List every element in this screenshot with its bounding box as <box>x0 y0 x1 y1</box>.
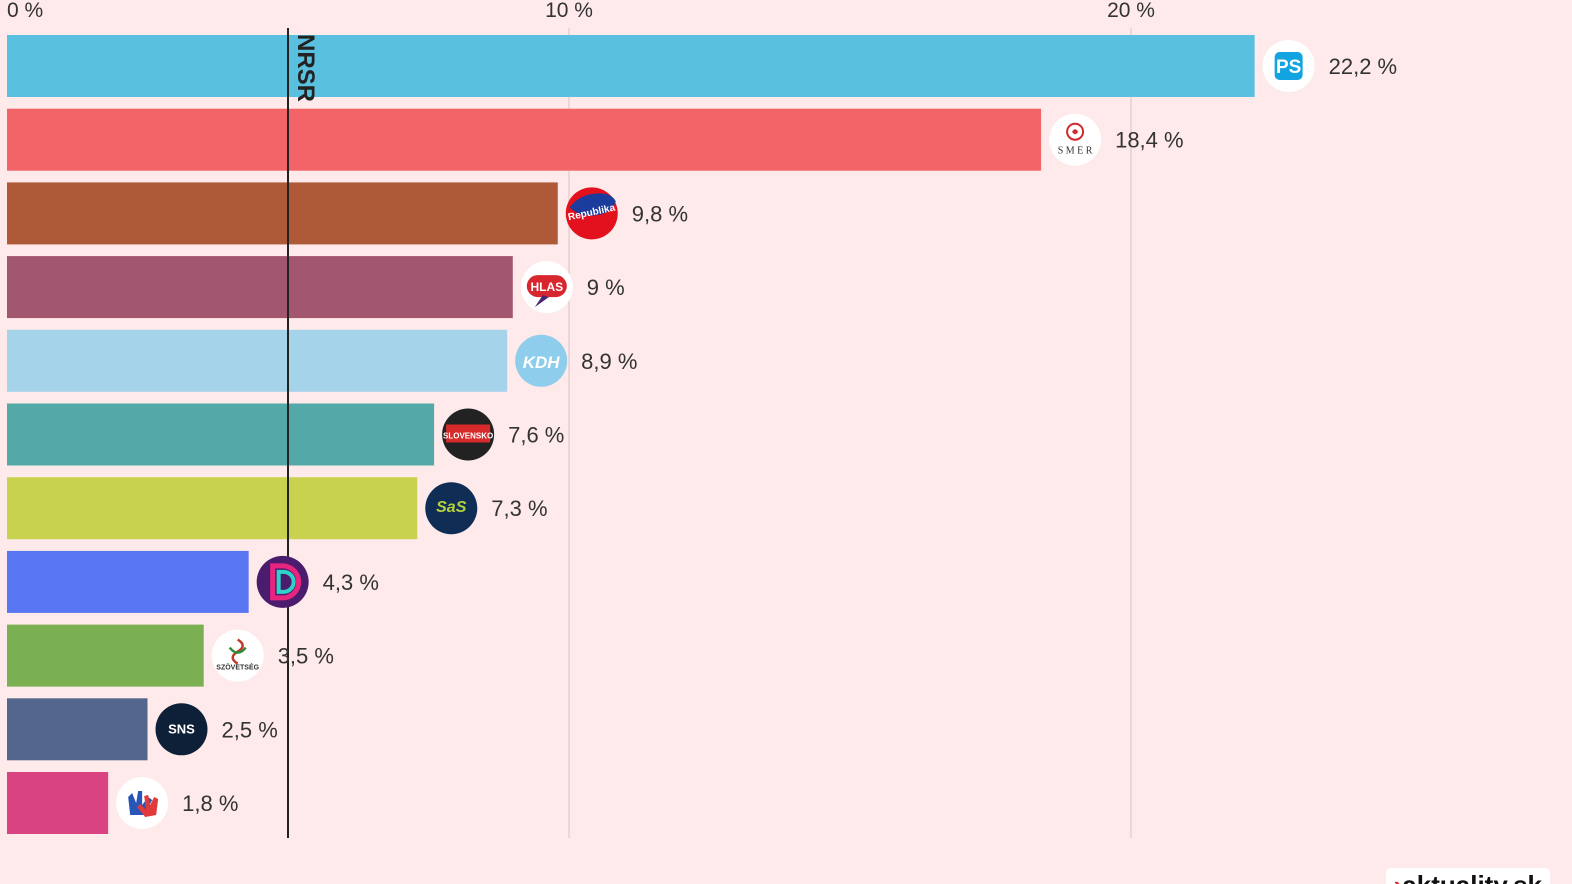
rose-petal <box>1072 129 1079 135</box>
logo-circle <box>515 334 568 387</box>
demokrati-logo-icon <box>256 555 309 608</box>
bar-szovetseg <box>7 624 204 687</box>
footer: ›aktuality.sk <box>0 868 1572 884</box>
value-label: 1,8 % <box>182 791 238 816</box>
szovetseg-leaf <box>228 646 247 654</box>
smer-letters: S M E R <box>1058 146 1093 157</box>
value-label: 8,9 % <box>581 349 637 374</box>
brand-name: aktuality.sk <box>1402 870 1542 884</box>
hands-logo-icon <box>116 777 169 829</box>
value-label: 18,4 % <box>1115 128 1184 153</box>
rose-icon <box>1066 122 1085 141</box>
bar-smer <box>7 108 1042 171</box>
slovensko-letters: SLOVENSKO <box>443 432 493 441</box>
bar-hlas <box>7 256 513 319</box>
sns-logo-icon: SNS <box>155 703 208 756</box>
tick-label: 0 % <box>7 0 43 22</box>
demokrati-d-inner <box>276 569 296 594</box>
ps-mark <box>1274 52 1303 80</box>
value-label: 7,3 % <box>491 496 547 521</box>
value-label: 22,2 % <box>1329 54 1398 79</box>
value-label: 9 % <box>587 275 625 300</box>
value-label: 9,8 % <box>632 201 688 226</box>
sns-letters: SNS <box>168 721 195 736</box>
bar-republika <box>7 182 558 245</box>
bar-hnutie-slovensko <box>7 403 435 466</box>
demokrati-d-outer <box>270 563 302 601</box>
republika-shape <box>569 193 616 216</box>
bar-sas <box>7 477 418 540</box>
party-logos: PS S M E R Republika HLAS KDH SLOVENSKO SaS SZÖ… <box>116 40 1315 829</box>
hlas-tail <box>534 295 549 308</box>
value-label: 4,3 % <box>323 570 379 595</box>
kdh-letters: KDH <box>523 353 561 372</box>
smer-logo-icon: S M E R <box>1049 113 1102 166</box>
hand-red <box>137 795 159 817</box>
bar-sns <box>7 698 148 761</box>
hlas-letters: HLAS <box>530 280 563 294</box>
ps-letters: PS <box>1276 57 1301 78</box>
brand-mark-icon: › <box>1394 870 1403 884</box>
bar-ps <box>7 35 1255 97</box>
brand-logo: ›aktuality.sk <box>1385 868 1550 884</box>
slovensko-band <box>446 424 491 443</box>
threshold-label: NRSR <box>292 34 319 102</box>
logo-circle <box>155 703 208 756</box>
value-label: 2,5 % <box>222 717 278 742</box>
logo-circle <box>211 629 264 682</box>
bar-kdh <box>7 329 508 392</box>
bar-hands <box>7 772 109 834</box>
threshold-marker: NRSR <box>287 28 319 838</box>
ps-logo-icon: PS <box>1262 40 1315 92</box>
logo-circle <box>425 482 478 535</box>
kdh-logo-icon: KDH <box>515 334 568 387</box>
hlas-logo-icon: HLAS <box>520 261 573 314</box>
szovetseg-logo-icon: SZÖVETSÉG <box>211 629 264 682</box>
bars <box>7 35 1255 834</box>
sas-letters: SaS <box>436 499 467 516</box>
tick-label: 10 % <box>545 0 593 22</box>
value-label: 3,5 % <box>278 644 334 669</box>
hlas-bubble <box>526 275 567 298</box>
value-label: 7,6 % <box>508 423 564 448</box>
republika-logo-icon: Republika <box>565 187 618 240</box>
sas-logo-icon: SaS <box>425 482 478 535</box>
bar-demokrati <box>7 550 249 613</box>
value-labels: 22,2 % 18,4 % 9,8 % 9 % 8,9 % 7,6 % 7,3 % 4,3 %… <box>182 54 1397 816</box>
hnutie-slovensko-logo-icon: SLOVENSKO <box>442 408 495 461</box>
x-axis-ticks: 0 % 10 % 20 % <box>7 0 1155 22</box>
tick-label: 20 % <box>1107 0 1155 22</box>
szovetseg-letters: SZÖVETSÉG <box>216 663 259 672</box>
